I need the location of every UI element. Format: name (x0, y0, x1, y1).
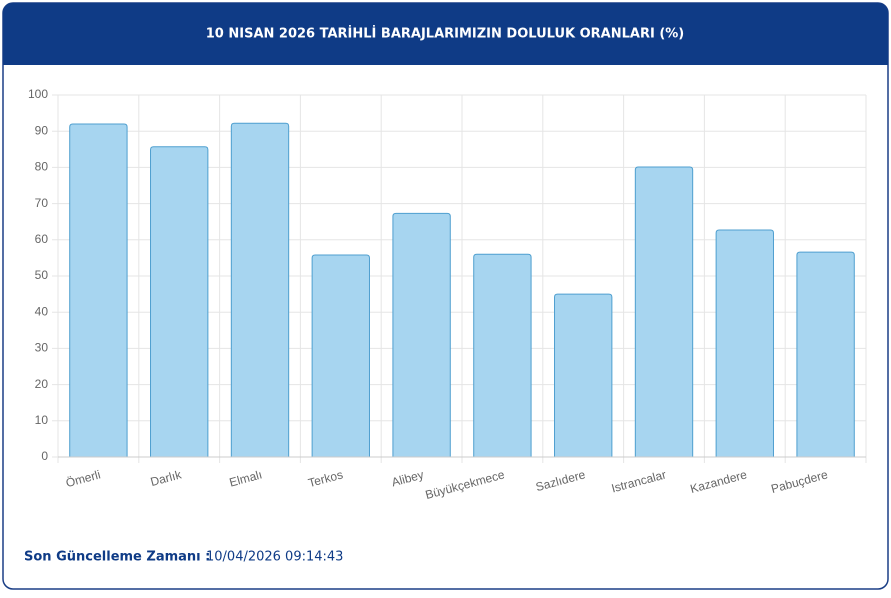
chart-title: 10 NISAN 2026 TARİHLİ BARAJLARIMIZIN DOL… (206, 26, 685, 42)
y-tick-label: 40 (35, 304, 49, 318)
y-tick-label: 10 (35, 413, 49, 427)
card-header (3, 3, 888, 65)
bar (311, 254, 370, 457)
footer-timestamp: 10/04/2026 09:14:43 (206, 550, 343, 565)
footer-label: Son Güncelleme Zamanı : (24, 550, 210, 565)
bar (230, 122, 290, 457)
y-tick-label: 60 (35, 232, 49, 246)
bar (69, 123, 128, 457)
bar (392, 212, 451, 457)
bar (150, 146, 209, 457)
y-tick-label: 100 (28, 87, 48, 101)
bar (554, 293, 613, 457)
y-tick-label: 30 (35, 341, 49, 355)
y-tick-label: 70 (35, 196, 49, 210)
y-tick-label: 20 (35, 377, 49, 391)
y-tick-label: 0 (41, 449, 48, 463)
bar (796, 251, 855, 457)
y-tick-label: 50 (35, 268, 49, 282)
bar (634, 166, 694, 457)
y-tick-label: 80 (35, 160, 49, 174)
y-tick-label: 90 (35, 123, 49, 137)
bar (473, 253, 532, 457)
bar (715, 229, 774, 457)
